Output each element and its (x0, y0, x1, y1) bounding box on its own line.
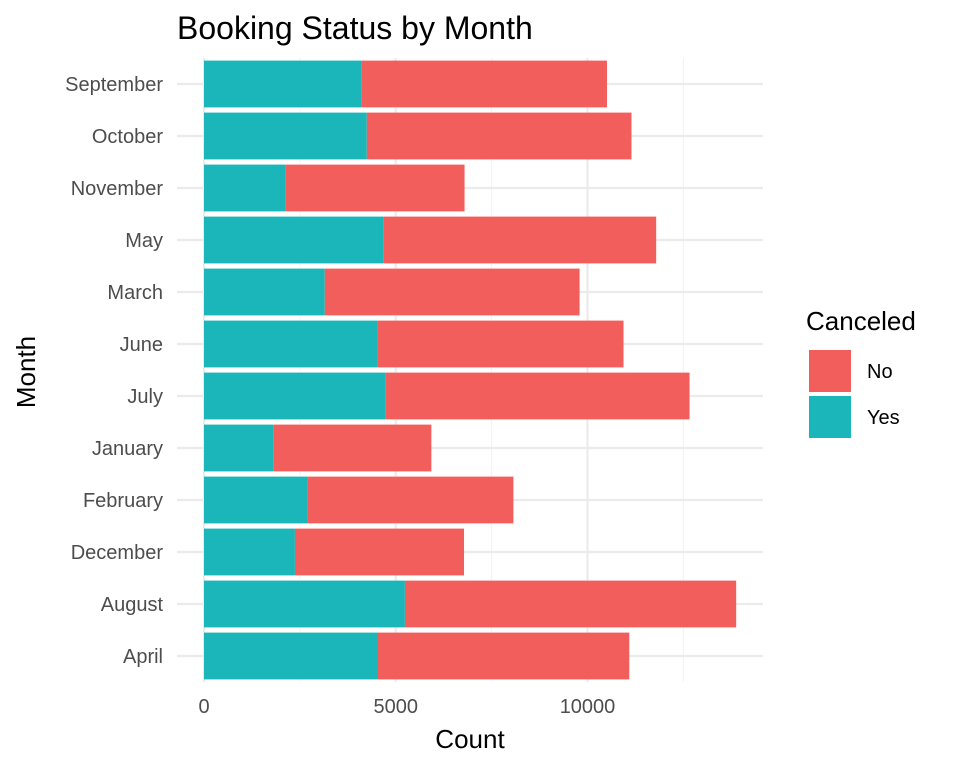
x-axis-title: Count (435, 724, 505, 754)
bar-february-no (307, 476, 514, 524)
bar-january-no (273, 424, 432, 472)
chart-title: Booking Status by Month (177, 10, 533, 46)
y-tick-label: January (92, 438, 163, 460)
y-tick-label: July (127, 386, 163, 408)
bar-september-no (361, 60, 607, 108)
x-tick-label: 10000 (560, 696, 616, 718)
bar-november-yes (204, 164, 286, 212)
bar-october-yes (204, 112, 367, 160)
bar-september-yes (204, 60, 362, 108)
bar-may-yes (204, 216, 384, 264)
bar-march-yes (204, 268, 325, 316)
bar-june-yes (204, 320, 378, 368)
bar-july-no (385, 372, 690, 420)
legend: Canceled No Yes (806, 306, 916, 438)
y-tick-labels: April August December February January July Ju… (65, 74, 163, 668)
y-tick-label: December (71, 542, 164, 564)
bar-march-no (324, 268, 580, 316)
bar-february-yes (204, 476, 308, 524)
bar-october-no (366, 112, 632, 160)
y-tick-label: May (125, 230, 163, 252)
bar-december-yes (204, 528, 295, 576)
legend-key-yes (809, 396, 851, 438)
x-tick-labels: 0 5000 10000 (198, 696, 615, 718)
x-tick-label: 5000 (374, 696, 419, 718)
bars (204, 60, 737, 680)
legend-title: Canceled (806, 306, 916, 336)
legend-label-no: No (867, 361, 893, 383)
legend-label-yes: Yes (867, 407, 900, 429)
y-tick-label: February (83, 490, 163, 512)
y-tick-label: October (92, 126, 163, 148)
x-tick-label: 0 (198, 696, 209, 718)
y-tick-label: August (101, 594, 164, 616)
y-axis-title: Month (11, 336, 41, 408)
bar-may-no (383, 216, 657, 264)
bar-july-yes (204, 372, 386, 420)
bar-august-no (404, 580, 737, 628)
bar-january-yes (204, 424, 274, 472)
legend-key-no (809, 350, 851, 392)
y-tick-label: November (71, 178, 164, 200)
bar-december-no (294, 528, 465, 576)
y-tick-label: April (123, 646, 163, 668)
y-tick-label: March (107, 282, 163, 304)
bar-august-yes (204, 580, 405, 628)
y-tick-label: September (65, 74, 163, 96)
bar-november-no (285, 164, 465, 212)
bar-april-yes (204, 632, 378, 680)
bar-june-no (377, 320, 624, 368)
bar-april-no (377, 632, 630, 680)
y-tick-label: June (120, 334, 163, 356)
